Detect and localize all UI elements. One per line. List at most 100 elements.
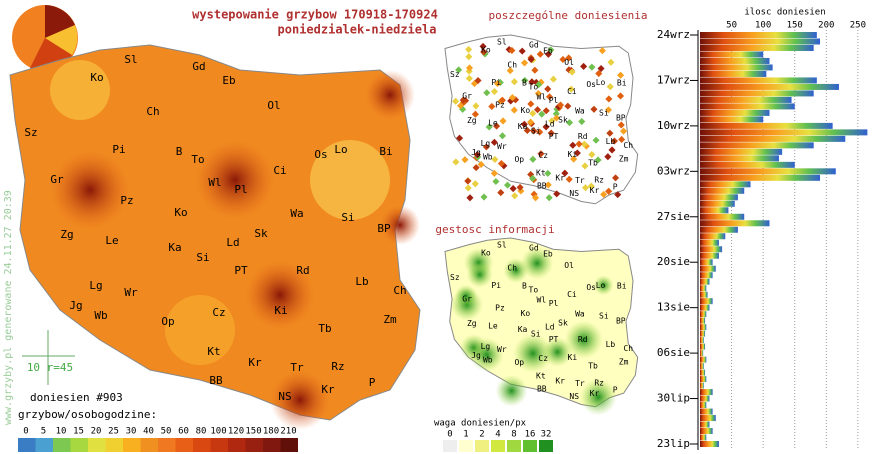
region-label: Os (314, 148, 327, 161)
report-dot (523, 126, 531, 134)
heat-blobs (50, 60, 420, 430)
legend-label: 150 (245, 427, 261, 437)
bar (700, 194, 738, 201)
density-blob (520, 247, 554, 280)
bar (700, 272, 713, 279)
report-dot (604, 153, 612, 161)
legend-label: 0 (23, 427, 28, 437)
report-dot (461, 156, 469, 164)
bar (700, 402, 707, 409)
bar (700, 239, 719, 246)
bar (700, 109, 770, 116)
region-label: NS (569, 392, 579, 401)
report-dot (616, 92, 625, 100)
bar (700, 356, 707, 363)
legend-label: 180 (263, 427, 279, 437)
region-label: Kr (321, 383, 335, 396)
report-dot (605, 95, 613, 103)
bar (700, 252, 719, 259)
region-label: Tr (575, 379, 585, 388)
region-label: Wa (290, 207, 303, 220)
legend-swatch (193, 438, 211, 452)
count-note: doniesien #903 (30, 391, 123, 404)
report-dot (605, 187, 613, 195)
region-label: Ch (146, 105, 159, 118)
report-dot (488, 102, 496, 110)
title: wystepowanie grzybow 170918-170924 (192, 8, 438, 22)
region-label: Rd (578, 132, 588, 141)
region-label: Ol (564, 58, 574, 67)
legend-swatch (175, 438, 193, 452)
legend-swatch (263, 438, 281, 452)
region-label: Pl (234, 183, 247, 196)
region-label: BP (377, 222, 391, 235)
region-label: Si (599, 311, 609, 320)
report-dot (565, 175, 573, 183)
report-dot (592, 136, 600, 144)
region-label: Lg (89, 279, 102, 292)
legend-label: 30 (126, 427, 137, 437)
region-label: Wa (575, 310, 585, 319)
y-tick-label: 20sie (657, 255, 690, 268)
legend-swatch (88, 438, 106, 452)
report-dot (606, 129, 614, 137)
report-dot (549, 75, 557, 83)
legend-label: 8 (511, 430, 516, 440)
legend-label: 15 (73, 427, 84, 437)
chart-title: ilosc doniesien (744, 8, 825, 18)
report-dot (508, 46, 516, 54)
bar (700, 421, 710, 428)
region-label: Ol (267, 99, 280, 112)
bar (700, 129, 868, 136)
bar (700, 213, 745, 220)
report-dot (561, 169, 569, 177)
legend-swatch (491, 440, 505, 452)
bar (700, 389, 713, 396)
report-dot (528, 78, 536, 86)
region-label: To (529, 285, 539, 294)
bar (700, 181, 751, 188)
legend-label: 40 (143, 427, 154, 437)
region-label: Ki (568, 150, 578, 159)
bar (700, 161, 795, 168)
bar (700, 246, 723, 253)
region-label: Wa (575, 107, 585, 116)
bar (700, 317, 706, 324)
region-label: Pl (549, 96, 559, 105)
report-dot (545, 93, 554, 101)
region-label: Ki (274, 304, 287, 317)
report-dot (490, 138, 498, 146)
legend-swatch (140, 438, 158, 452)
report-dot (480, 193, 488, 201)
report-dot (618, 135, 626, 143)
legend-label: 10 (56, 427, 67, 437)
report-dot (465, 53, 473, 61)
legend-swatch (245, 438, 263, 452)
report-dot (588, 151, 596, 159)
report-dot (534, 89, 542, 98)
report-dot (538, 110, 546, 118)
region-label: Sz (450, 273, 460, 282)
report-dot (474, 76, 482, 85)
report-dot (536, 50, 544, 58)
region-label: Wl (537, 296, 547, 305)
report-dot (472, 164, 480, 172)
region-label: Sl (124, 53, 137, 66)
report-dot (568, 68, 576, 76)
region-label: Eb (222, 74, 235, 87)
region-label: Kr (590, 186, 600, 195)
region-label: Pi (112, 143, 125, 156)
region-label: Op (161, 315, 174, 328)
bar (700, 376, 707, 383)
report-dot (521, 59, 529, 67)
bar (700, 32, 817, 38)
legend-label: 32 (541, 430, 552, 440)
report-dot (498, 132, 506, 140)
bar (700, 382, 704, 389)
region-label: Gr (462, 294, 472, 303)
legend-swatch (70, 438, 88, 452)
bar (700, 90, 814, 97)
region-label: BP (616, 316, 626, 325)
report-dot (490, 169, 498, 177)
region-label: Ko (521, 106, 531, 115)
